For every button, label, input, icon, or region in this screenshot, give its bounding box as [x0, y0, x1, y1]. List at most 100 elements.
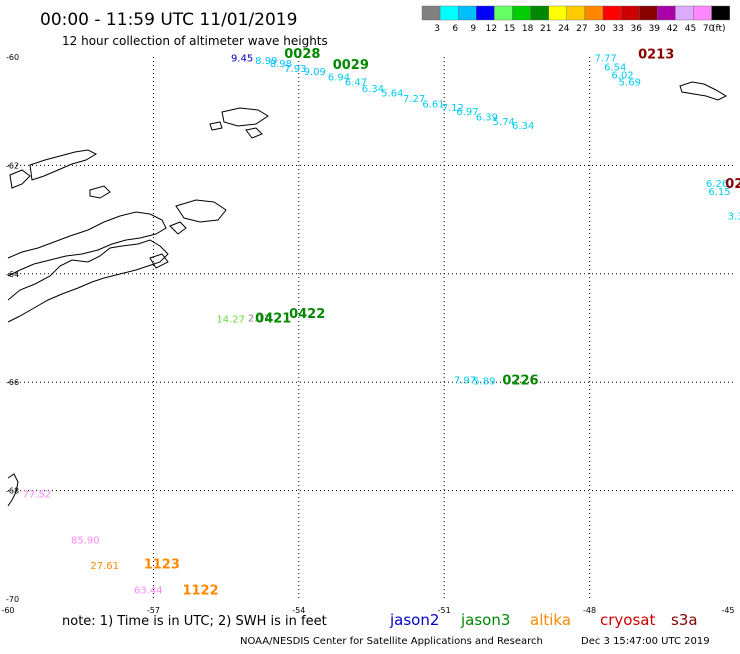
small-islands [89, 185, 187, 269]
footer-note: note: 1) Time is in UTC; 2) SWH is in fe… [62, 614, 327, 629]
pass-time-label: 1123 [144, 558, 180, 573]
swh-value-label: 8.99 [255, 56, 277, 67]
swh-value-label: 6.39 [476, 112, 498, 123]
legend-bin-label: 6 [452, 24, 458, 34]
pass-time-label: 0226 [502, 373, 538, 388]
pass-time-label: 0028 [284, 47, 320, 62]
legend-swatch [421, 5, 441, 21]
swh-value-label: 6.94 [328, 72, 350, 83]
x-tick-label: -54 [292, 606, 305, 615]
swh-value-label: 7.27 [403, 94, 425, 105]
swh-value-label: 2.17 [248, 313, 270, 324]
swh-value-label: 14.27 [216, 315, 245, 326]
footer-date: Dec 3 15:47:00 UTC 2019 [581, 636, 710, 647]
y-tick-label: -60 [6, 53, 19, 62]
swh-value-label: 6.26 [706, 179, 728, 190]
legend-bin-label: 24 [558, 24, 570, 34]
x-tick-label: -57 [147, 606, 160, 615]
swh-value-label: 7.97 [454, 375, 476, 386]
legend-bin-label: 21 [540, 24, 551, 34]
swh-value-label: 27.61 [90, 561, 119, 572]
swh-value-label: 8.98 [270, 59, 292, 70]
y-tick-label: -66 [6, 378, 19, 387]
y-tick-label: -64 [6, 270, 19, 279]
swh-value-label: 6.15 [708, 187, 730, 198]
legend-bin-label: 33 [612, 24, 623, 34]
swh-value-label: 6.02 [611, 71, 633, 82]
legend-swatch [566, 5, 586, 21]
axis-ticks: -60 -57 -54 -51 -48 -45 -60 -62 -64 -66 -68 -70 [1, 53, 734, 615]
y-tick-label: -62 [6, 161, 19, 170]
swh-value-label: 63.44 [134, 586, 163, 597]
legend-bin-label: 39 [649, 24, 661, 34]
south-orkney-islands [209, 107, 269, 139]
swh-value-label: 77.52 [23, 490, 52, 501]
peninsula-north-outline [7, 211, 167, 277]
south-sandwich-islands [679, 81, 728, 101]
legend-bin-label: 3 [434, 24, 440, 34]
legend-swatch [639, 5, 658, 21]
x-tick-label: -60 [1, 606, 14, 615]
y-tick-label: -70 [6, 595, 19, 604]
satellite-legend-entry: cryosat [600, 611, 655, 629]
legend-bin-label: 27 [576, 24, 587, 34]
swh-value-label: 6.34 [362, 84, 384, 95]
swh-value-label: 6.61 [422, 99, 444, 110]
chart-title: 00:00 - 11:59 UTC 11/01/2019 [40, 10, 297, 30]
x-tick-label: -45 [721, 606, 734, 615]
legend-swatch [602, 5, 622, 21]
legend-swatch [512, 5, 531, 21]
pass-time-label: 1122 [182, 584, 218, 599]
legend-swatch [439, 5, 459, 21]
south-shetland-islands [29, 149, 98, 181]
swh-value-label: 6.34 [512, 121, 534, 132]
legend-swatch [675, 5, 694, 21]
satellite-legend-entry: altika [530, 611, 571, 629]
legend-bin-label: 70 [703, 24, 715, 34]
satellite-legend-entry: jason3 [460, 611, 510, 629]
x-tick-label: -48 [583, 606, 596, 615]
pass-time-label: 0029 [333, 58, 369, 73]
chart-subtitle: 12 hour collection of altimeter wave hei… [62, 34, 328, 48]
satellite-legend-entry: s3a [671, 611, 698, 629]
swh-value-label: 85.90 [71, 536, 100, 547]
legend-bin-label: 18 [522, 24, 534, 34]
swh-value-label: 6.97 [456, 107, 478, 118]
island-group-1 [9, 169, 31, 189]
legend-swatch [458, 5, 477, 21]
coast-south [7, 473, 19, 507]
swh-value-label: 5.89 [473, 376, 495, 387]
swh-value-label: 6.54 [604, 63, 626, 74]
legend-bin-label: 36 [630, 24, 642, 34]
color-scale-legend: 3 6 9 12 15 18 21 24 27 30 33 36 39 42 45 70 [421, 5, 730, 34]
swh-observations: 9.45 8.998.987.939.09 6.946.476.345.64 7.27… [23, 53, 740, 596]
satellite-legend: jason2 jason3 altika cryosat s3a [389, 611, 698, 629]
legend-swatch [620, 5, 640, 21]
grid [8, 57, 735, 599]
legend-swatch [494, 5, 513, 21]
antarctic-peninsula-outline [7, 239, 169, 323]
joinville-island [175, 199, 227, 223]
legend-bin-label: 9 [470, 24, 476, 34]
legend-swatch [530, 5, 549, 21]
legend-swatch [476, 5, 495, 21]
color-scale-unit: (ft) [712, 24, 726, 34]
pass-time-label: 0421 [255, 312, 291, 327]
legend-bin-label: 12 [486, 24, 497, 34]
legend-bin-label: 45 [685, 24, 696, 34]
swh-value-label: 7.77 [594, 53, 616, 64]
swh-value-label: 9.09 [304, 67, 326, 78]
swh-value-label: 3.36 [728, 212, 740, 223]
pass-time-label: 021 [725, 177, 740, 192]
y-tick-label: -68 [6, 487, 19, 496]
legend-swatch [657, 5, 676, 21]
legend-bin-label: 15 [504, 24, 515, 34]
pass-time-label: 0213 [638, 48, 674, 63]
swh-value-label: 9.45 [231, 53, 253, 64]
swh-value-label: 5.64 [381, 89, 403, 100]
x-tick-label: -51 [438, 606, 451, 615]
swh-value-label: 6.47 [345, 78, 367, 89]
